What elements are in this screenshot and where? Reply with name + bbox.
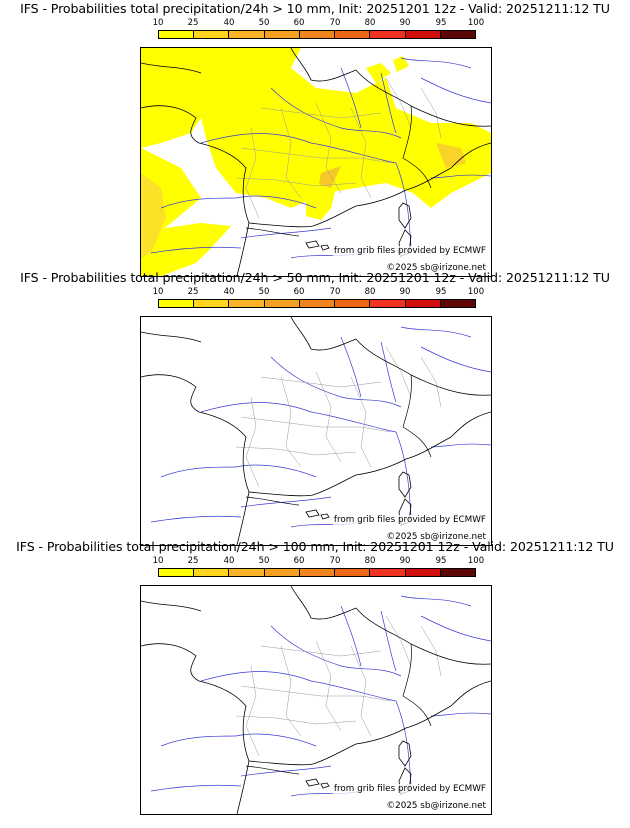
colorbar-tick: 70: [329, 287, 341, 297]
colorbar-swatch: [335, 31, 371, 38]
colorbar-tick: 70: [329, 18, 341, 28]
colorbar-swatch: [335, 300, 371, 307]
colorbar-swatch: [440, 31, 475, 38]
colorbar-tick: 25: [187, 287, 199, 297]
colorbar-tick: 90: [399, 287, 411, 297]
colorbar-swatch: [264, 31, 300, 38]
country-borders: [245, 69, 491, 237]
colorbar-swatch: [194, 31, 230, 38]
colorbar-tick: 95: [435, 18, 447, 28]
colorbar-swatch: [299, 300, 336, 307]
colorbar-swatch: [159, 31, 195, 38]
coastline: [141, 317, 491, 545]
panel-title: IFS - Probabilities total precipitation/…: [16, 539, 614, 554]
colorbar-swatch: [159, 300, 195, 307]
colorbar-tick: 25: [187, 18, 199, 28]
colorbar-tick: 50: [258, 18, 270, 28]
colorbar-swatch: [194, 300, 230, 307]
colorbar-swatch: [370, 569, 406, 576]
colorbar-tick: 100: [467, 287, 485, 297]
colorbar-swatch: [229, 31, 265, 38]
colorbar-tick: 50: [258, 287, 270, 297]
colorbar-swatch: [370, 300, 406, 307]
precipitation-probability-shading: [141, 48, 491, 276]
colorbar-tick: 80: [364, 287, 376, 297]
france-map-10mm: from grib files provided by ECMWF ©2025 …: [140, 47, 492, 277]
colorbar-swatch: [264, 569, 300, 576]
data-source-label: from grib files provided by ECMWF: [332, 515, 487, 525]
colorbar-swatch: [229, 300, 265, 307]
colorbar-tick: 40: [223, 18, 235, 28]
colorbar-swatch: [440, 569, 475, 576]
france-map-50mm: from grib files provided by ECMWF ©2025 …: [140, 316, 492, 546]
colorbar-tick: 90: [399, 18, 411, 28]
colorbar-tick: 90: [399, 556, 411, 566]
colorbar-tick: 10: [152, 18, 164, 28]
copyright-label: ©2025 sb@irizone.net: [385, 263, 487, 273]
colorbar-tick: 80: [364, 18, 376, 28]
colorbar: [158, 568, 476, 577]
country-borders: [245, 338, 491, 506]
coastline: [141, 586, 491, 814]
colorbar-swatch: [229, 569, 265, 576]
colorbar-tick: 40: [223, 287, 235, 297]
colorbar-swatch: [405, 300, 441, 307]
france-map-100mm: from grib files provided by ECMWF ©2025 …: [140, 585, 492, 815]
administrative-borders: [235, 346, 442, 488]
panel-title: IFS - Probabilities total precipitation/…: [20, 1, 610, 16]
colorbar: [158, 299, 476, 308]
colorbar-tick: 25: [187, 556, 199, 566]
colorbar-tick: 40: [223, 556, 235, 566]
colorbar-tick: 60: [293, 18, 305, 28]
colorbar-swatch: [159, 569, 195, 576]
administrative-borders: [235, 77, 442, 219]
colorbar-swatch: [299, 31, 336, 38]
copyright-label: ©2025 sb@irizone.net: [385, 532, 487, 542]
data-source-label: from grib files provided by ECMWF: [332, 246, 487, 256]
colorbar-swatch: [405, 569, 441, 576]
colorbar-tick: 60: [293, 287, 305, 297]
administrative-borders: [235, 615, 442, 757]
colorbar-tick: 100: [467, 18, 485, 28]
colorbar-swatch: [335, 569, 371, 576]
colorbar-swatch: [440, 300, 475, 307]
rivers: [150, 57, 491, 259]
colorbar-tick: 10: [152, 556, 164, 566]
copyright-label: ©2025 sb@irizone.net: [385, 801, 487, 811]
colorbar-tick: 70: [329, 556, 341, 566]
rivers: [150, 326, 491, 528]
colorbar-swatch: [405, 31, 441, 38]
colorbar-tick: 50: [258, 556, 270, 566]
forecast-panel-10mm: IFS - Probabilities total precipitation/…: [0, 0, 630, 277]
forecast-panel-100mm: IFS - Probabilities total precipitation/…: [0, 538, 630, 815]
data-source-label: from grib files provided by ECMWF: [332, 784, 487, 794]
panel-title: IFS - Probabilities total precipitation/…: [20, 270, 610, 285]
colorbar-swatch: [194, 569, 230, 576]
colorbar-tick: 60: [293, 556, 305, 566]
colorbar-swatch: [264, 300, 300, 307]
colorbar-tick: 95: [435, 556, 447, 566]
colorbar-tick: 95: [435, 287, 447, 297]
forecast-panel-50mm: IFS - Probabilities total precipitation/…: [0, 269, 630, 546]
colorbar-swatch: [370, 31, 406, 38]
colorbar-tick: 100: [467, 556, 485, 566]
colorbar-swatch: [299, 569, 336, 576]
colorbar-tick: 80: [364, 556, 376, 566]
colorbar-tick: 10: [152, 287, 164, 297]
rivers: [150, 595, 491, 797]
colorbar: [158, 30, 476, 39]
country-borders: [245, 607, 491, 775]
